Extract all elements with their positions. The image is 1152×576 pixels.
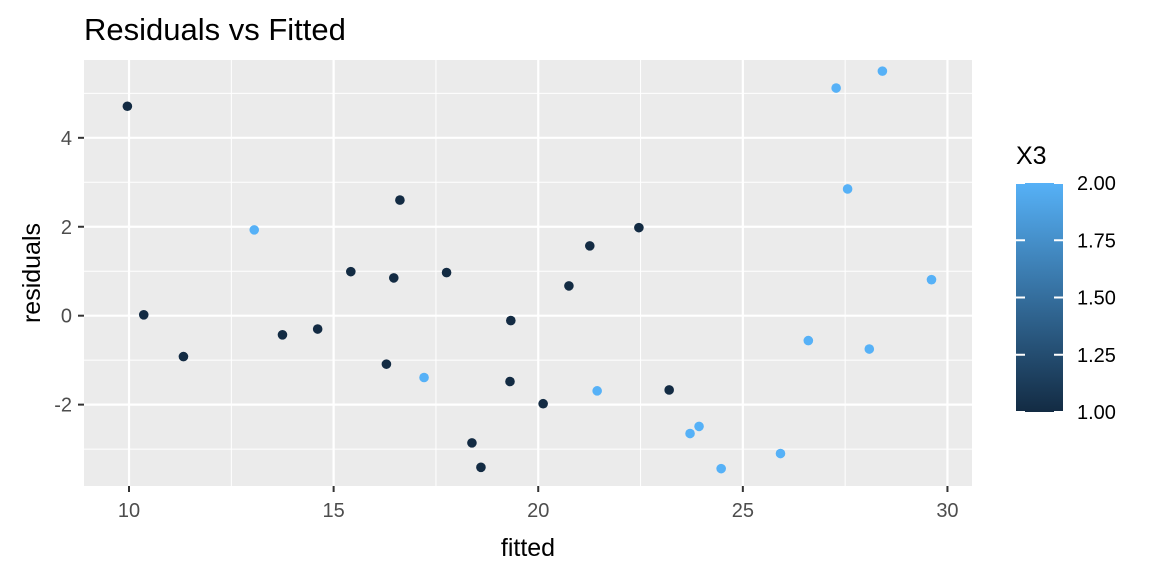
data-point (926, 274, 937, 285)
y-axis-label: residuals (18, 223, 46, 323)
y-axis: -2 0 2 4 (54, 128, 84, 417)
chart-title: Residuals vs Fitted (84, 12, 346, 47)
data-point (538, 398, 548, 409)
x-tick-label: 20 (527, 500, 549, 522)
legend-tick-label: 1.75 (1077, 230, 1116, 252)
data-point (842, 184, 853, 194)
data-point (564, 281, 574, 291)
legend-tick-label: 2.00 (1077, 173, 1116, 195)
data-point (831, 83, 841, 93)
data-point (592, 386, 602, 396)
data-point (395, 195, 405, 205)
data-point (277, 330, 288, 340)
legend-tick-label: 1.00 (1077, 402, 1116, 424)
data-point (381, 359, 392, 369)
legend-title: X3 (1016, 142, 1047, 170)
x-tick-label: 15 (322, 500, 344, 522)
data-point (388, 273, 399, 283)
legend: X3 1.00 1.25 1.50 1.75 2.00 (1016, 142, 1116, 424)
x-axis: 10 15 20 25 30 (118, 486, 959, 522)
x-tick-label: 25 (732, 500, 754, 522)
plot-panel (84, 60, 972, 486)
x-tick-label: 30 (936, 500, 958, 522)
x-tick-label: 10 (118, 500, 140, 522)
legend-tick-label: 1.25 (1077, 345, 1116, 367)
data-point (346, 266, 356, 277)
data-point (584, 241, 595, 251)
grid-major (84, 60, 972, 486)
data-point (312, 324, 323, 334)
data-point (138, 309, 149, 320)
data-point (694, 421, 704, 432)
data-point (634, 222, 644, 233)
data-point (716, 463, 726, 474)
y-tick-label: 0 (61, 306, 72, 328)
grid-minor (84, 60, 972, 486)
data-point (249, 225, 260, 235)
data-point (419, 372, 429, 383)
legend-tick-label: 1.50 (1077, 288, 1116, 310)
y-tick-label: 2 (61, 217, 72, 239)
data-point (505, 376, 515, 387)
data-points (122, 66, 937, 474)
data-point (467, 438, 477, 448)
data-point (122, 101, 133, 112)
legend-ticks: 1.00 1.25 1.50 1.75 2.00 (1016, 173, 1116, 424)
y-tick-label: -2 (54, 395, 72, 417)
data-point (476, 462, 486, 473)
data-point (775, 448, 786, 459)
data-point (864, 344, 875, 354)
data-point (664, 385, 674, 395)
y-tick-label: 4 (61, 128, 72, 150)
data-point (803, 335, 814, 346)
x-axis-label: fitted (501, 534, 555, 562)
data-point (877, 66, 888, 76)
data-point (685, 428, 695, 439)
data-point (441, 267, 452, 278)
data-point (506, 315, 516, 326)
data-point (178, 351, 189, 362)
